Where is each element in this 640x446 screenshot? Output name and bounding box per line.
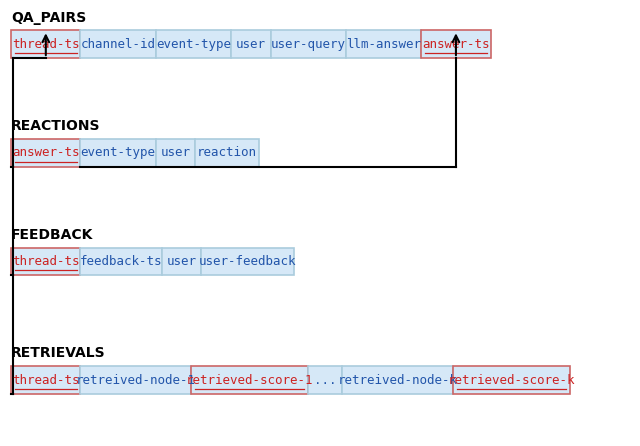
Bar: [11, 139, 81, 167]
Bar: [156, 30, 231, 58]
Bar: [308, 366, 342, 394]
Text: retreived-node-1: retreived-node-1: [76, 373, 196, 387]
Bar: [156, 139, 195, 167]
Text: user: user: [236, 38, 266, 51]
Text: thread-ts: thread-ts: [12, 373, 79, 387]
Text: channel-id: channel-id: [81, 38, 156, 51]
Text: retrieved-score-k: retrieved-score-k: [447, 373, 575, 387]
Text: feedback-ts: feedback-ts: [80, 255, 163, 268]
Bar: [342, 366, 453, 394]
Bar: [11, 248, 81, 275]
Text: answer-ts: answer-ts: [422, 38, 490, 51]
Bar: [346, 30, 421, 58]
Text: user-feedback: user-feedback: [199, 255, 297, 268]
Bar: [271, 30, 346, 58]
Bar: [11, 366, 81, 394]
Bar: [162, 248, 202, 275]
Text: reaction: reaction: [197, 146, 257, 159]
Bar: [11, 30, 81, 58]
Bar: [191, 366, 308, 394]
Text: REACTIONS: REACTIONS: [11, 120, 100, 133]
Bar: [81, 248, 162, 275]
Text: user: user: [166, 255, 196, 268]
Bar: [81, 366, 191, 394]
Text: RETRIEVALS: RETRIEVALS: [11, 347, 106, 360]
Bar: [453, 366, 570, 394]
Text: event-type: event-type: [81, 146, 156, 159]
Text: retreived-node-k: retreived-node-k: [337, 373, 458, 387]
Bar: [81, 139, 156, 167]
Bar: [81, 30, 156, 58]
Text: llm-answer: llm-answer: [346, 38, 421, 51]
Text: thread-ts: thread-ts: [12, 255, 79, 268]
Bar: [202, 248, 294, 275]
Text: QA_PAIRS: QA_PAIRS: [11, 11, 86, 25]
Text: answer-ts: answer-ts: [12, 146, 79, 159]
Text: user-query: user-query: [271, 38, 346, 51]
Text: ...: ...: [314, 373, 337, 387]
Bar: [421, 30, 491, 58]
Bar: [231, 30, 271, 58]
Bar: [195, 139, 259, 167]
Text: FEEDBACK: FEEDBACK: [11, 228, 93, 242]
Text: thread-ts: thread-ts: [12, 38, 79, 51]
Text: retrieved-score-1: retrieved-score-1: [186, 373, 314, 387]
Text: user: user: [161, 146, 191, 159]
Text: event-type: event-type: [156, 38, 231, 51]
